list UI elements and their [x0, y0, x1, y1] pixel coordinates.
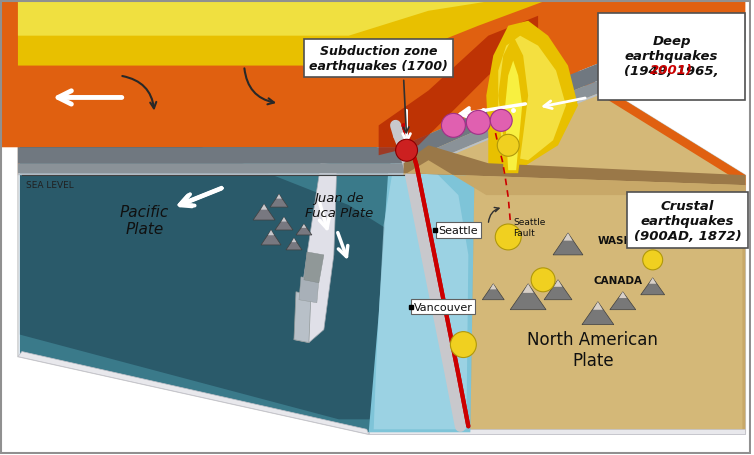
Polygon shape	[582, 302, 614, 325]
Polygon shape	[563, 233, 572, 241]
Text: WASHINGTON: WASHINGTON	[597, 235, 679, 245]
Polygon shape	[18, 31, 746, 174]
Polygon shape	[294, 164, 337, 343]
Polygon shape	[554, 280, 562, 287]
Polygon shape	[403, 146, 746, 186]
Polygon shape	[486, 22, 578, 171]
Polygon shape	[18, 17, 746, 435]
Polygon shape	[403, 161, 746, 196]
Polygon shape	[275, 217, 293, 231]
Polygon shape	[20, 76, 439, 420]
Text: 2001): 2001)	[650, 63, 693, 76]
Polygon shape	[366, 136, 474, 432]
Circle shape	[450, 332, 477, 358]
Circle shape	[497, 135, 520, 157]
Polygon shape	[18, 1, 548, 66]
Polygon shape	[296, 224, 312, 235]
Polygon shape	[18, 1, 498, 36]
Polygon shape	[268, 231, 274, 236]
Circle shape	[642, 250, 663, 270]
Circle shape	[441, 114, 465, 138]
Polygon shape	[0, 1, 746, 148]
Text: Seattle: Seattle	[439, 226, 478, 236]
Text: Deep
earthquakes
(1949, 1965,: Deep earthquakes (1949, 1965,	[624, 35, 719, 77]
Text: CANADA: CANADA	[593, 275, 642, 285]
Polygon shape	[649, 278, 656, 284]
Polygon shape	[483, 284, 504, 300]
Text: Subduction zone
earthquakes (1700): Subduction zone earthquakes (1700)	[309, 45, 448, 72]
Polygon shape	[18, 17, 746, 196]
Polygon shape	[261, 205, 268, 210]
Polygon shape	[20, 17, 470, 432]
Text: North American
Plate: North American Plate	[528, 330, 658, 369]
Circle shape	[490, 110, 512, 132]
Polygon shape	[610, 292, 636, 310]
Polygon shape	[18, 352, 369, 435]
Polygon shape	[379, 17, 538, 156]
Circle shape	[396, 140, 418, 162]
Polygon shape	[270, 195, 288, 207]
Polygon shape	[619, 292, 627, 298]
Polygon shape	[18, 17, 746, 164]
Polygon shape	[490, 284, 497, 290]
Polygon shape	[505, 61, 523, 171]
Polygon shape	[18, 41, 746, 176]
Polygon shape	[593, 302, 602, 310]
Polygon shape	[302, 224, 306, 228]
Circle shape	[495, 224, 521, 250]
Polygon shape	[510, 284, 546, 310]
Polygon shape	[374, 146, 468, 430]
Polygon shape	[253, 205, 275, 221]
Polygon shape	[299, 277, 319, 303]
Polygon shape	[544, 280, 572, 300]
Polygon shape	[369, 430, 746, 435]
Polygon shape	[261, 231, 281, 245]
Text: Crustal
earthquakes
(900AD, 1872): Crustal earthquakes (900AD, 1872)	[634, 199, 741, 242]
Polygon shape	[292, 238, 296, 243]
Text: Vancouver: Vancouver	[413, 302, 473, 312]
Polygon shape	[498, 36, 566, 161]
Polygon shape	[276, 195, 282, 199]
Polygon shape	[286, 238, 302, 250]
Text: SEA LEVEL: SEA LEVEL	[26, 181, 74, 190]
Polygon shape	[523, 284, 534, 293]
Polygon shape	[641, 278, 665, 295]
Polygon shape	[498, 36, 528, 174]
Circle shape	[531, 268, 555, 292]
FancyBboxPatch shape	[598, 14, 746, 101]
Text: Pacific
Plate: Pacific Plate	[120, 204, 169, 237]
Text: Juan de
Fuca Plate: Juan de Fuca Plate	[305, 192, 373, 220]
Polygon shape	[421, 19, 743, 430]
Polygon shape	[281, 217, 287, 222]
Circle shape	[467, 111, 490, 135]
Polygon shape	[18, 17, 746, 186]
Polygon shape	[294, 292, 311, 343]
Polygon shape	[553, 233, 583, 255]
Polygon shape	[418, 17, 746, 432]
Polygon shape	[304, 253, 324, 283]
Text: Seattle
Fault: Seattle Fault	[513, 218, 546, 237]
